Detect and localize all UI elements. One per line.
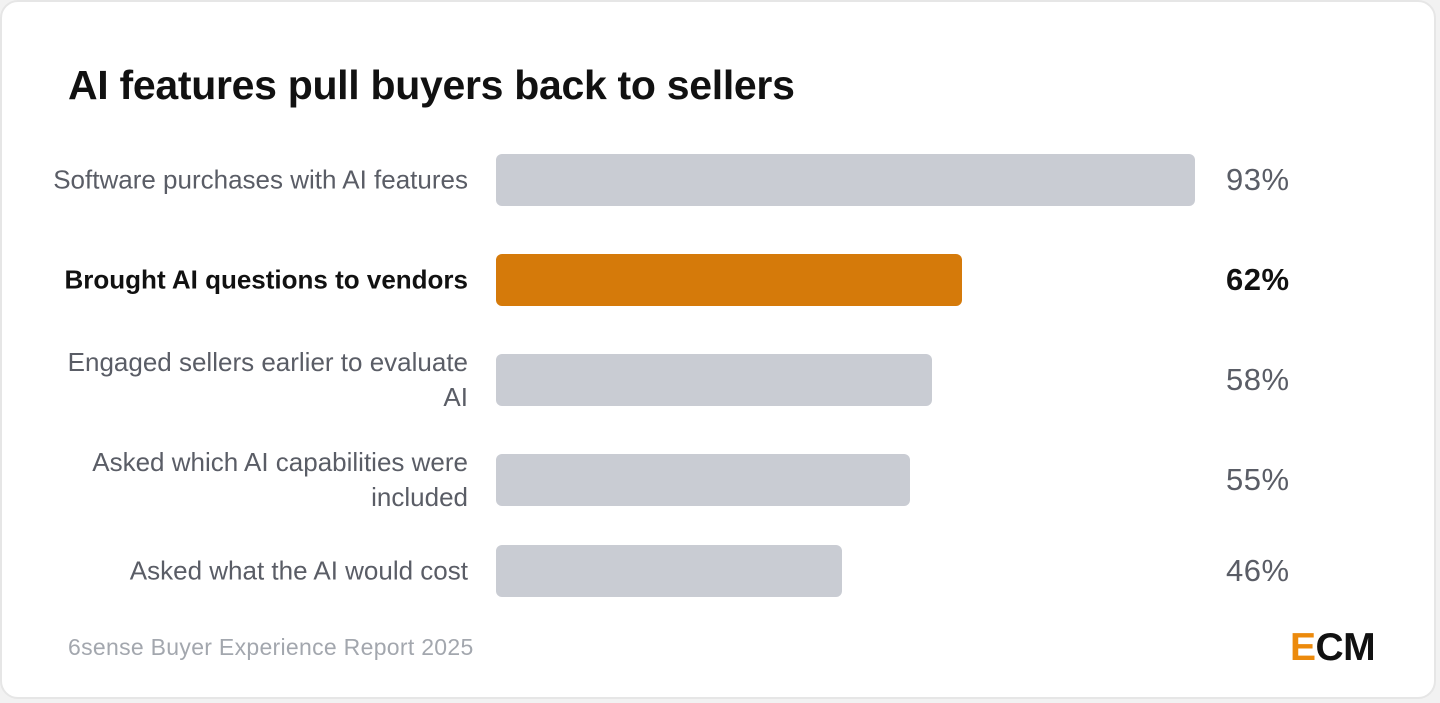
logo-letter-accent: E	[1290, 626, 1316, 669]
category-label: Engaged sellers earlier to evaluate AI	[67, 347, 468, 412]
category-label: Asked what the AI would cost	[129, 555, 468, 586]
source-note: 6sense Buyer Experience Report 2025	[68, 634, 474, 660]
value-label: 93%	[1226, 162, 1290, 197]
chart-title: AI features pull buyers back to sellers	[68, 62, 795, 108]
bar	[496, 545, 842, 597]
bar	[496, 354, 932, 406]
category-label: Software purchases with AI features	[53, 164, 468, 195]
bar-row: Brought AI questions to vendors 62%	[2, 254, 1438, 306]
logo-letters: CM	[1315, 626, 1376, 669]
value-label: 58%	[1226, 362, 1290, 397]
value-label: 62%	[1226, 262, 1290, 297]
bar	[496, 454, 910, 506]
bar-row: Engaged sellers earlier to evaluate AI 58…	[2, 347, 1438, 412]
category-label: Brought AI questions to vendors	[64, 264, 468, 295]
bar-row: Asked which AI capabilities were include…	[2, 447, 1438, 512]
value-label: 46%	[1226, 553, 1290, 588]
value-label: 55%	[1226, 462, 1290, 497]
ecm-logo: ECM	[1290, 626, 1376, 670]
bar	[496, 254, 962, 306]
bar-row: Asked what the AI would cost 46%	[2, 545, 1438, 597]
bar	[496, 154, 1195, 206]
bar-row: Software purchases with AI features 93%	[2, 154, 1438, 206]
category-label: Asked which AI capabilities were include…	[92, 447, 468, 512]
